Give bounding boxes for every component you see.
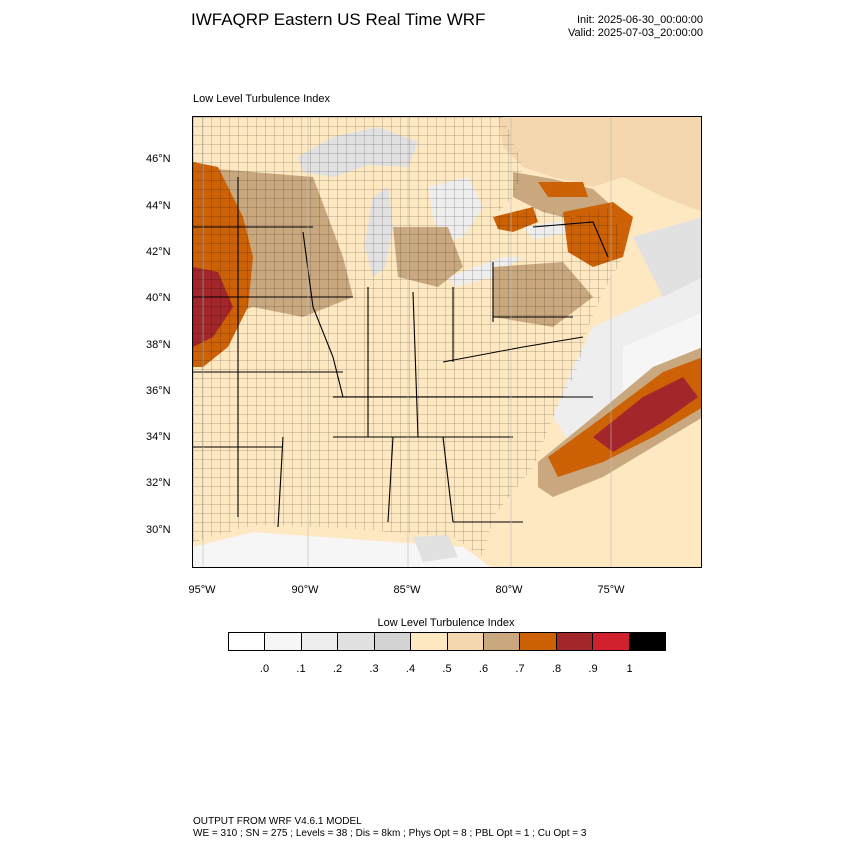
field-subtitle: Low Level Turbulence Index: [193, 93, 330, 105]
lat-label-38: 38°N: [146, 339, 171, 351]
legend-swatch: [593, 633, 630, 650]
turbulence-map: [193, 117, 701, 567]
map-frame: [192, 116, 702, 568]
legend-tick-label: .1: [296, 663, 306, 675]
legend-tick-label: .4: [405, 663, 416, 675]
init-time: Init: 2025-06-30_00:00:00: [577, 14, 703, 26]
legend-swatch: [301, 633, 339, 650]
graticule: [202, 117, 612, 567]
legend-swatch: [411, 633, 448, 650]
lon-label-85: 85°W: [393, 584, 421, 596]
lat-label-40: 40°N: [146, 292, 171, 304]
model-settings-footer: WE = 310 ; SN = 275 ; Levels = 38 ; Dis …: [193, 828, 587, 839]
legend-swatch: [229, 633, 266, 650]
lat-label-44: 44°N: [146, 200, 171, 212]
legend-tick-label: .7: [515, 663, 525, 675]
field-patch-quebec: [538, 182, 588, 197]
field-band-atlantic-core: [593, 377, 698, 452]
legend-tick-label: .5: [442, 663, 452, 675]
legend-tick-label: .9: [588, 663, 598, 675]
legend-swatch: [447, 633, 484, 650]
legend-tick-label: .8: [551, 663, 562, 675]
lat-label-36: 36°N: [146, 385, 171, 397]
legend-swatch: [629, 633, 666, 650]
lat-label-32: 32°N: [146, 477, 171, 489]
lon-label-95: 95°W: [188, 584, 216, 596]
lon-label-90: 90°W: [291, 584, 319, 596]
legend-tick-label: .6: [478, 663, 489, 675]
gulf-zone: [193, 532, 491, 567]
map-title: IWFAQRP Eastern US Real Time WRF: [191, 10, 486, 29]
legend-tick-label: .3: [369, 663, 379, 675]
lat-label-42: 42°N: [146, 246, 171, 258]
field-region-canada: [498, 117, 701, 212]
ocean-grey-ne: [633, 217, 701, 297]
legend-tick-label: .0: [259, 663, 270, 675]
legend-swatch: [556, 633, 594, 650]
valid-time: Valid: 2025-07-03_20:00:00: [568, 27, 703, 39]
legend-swatch: [483, 633, 521, 650]
legend-swatch: [374, 633, 412, 650]
lat-label-46: 46°N: [146, 153, 171, 165]
color-legend: [228, 632, 666, 651]
legend-swatch: [338, 633, 375, 650]
lat-label-34: 34°N: [146, 431, 171, 443]
legend-swatch: [265, 633, 302, 650]
gulf-grey-patch: [413, 535, 458, 562]
legend-title: Low Level Turbulence Index: [377, 617, 515, 629]
lat-label-30: 30°N: [146, 524, 171, 536]
lon-label-80: 80°W: [495, 584, 523, 596]
legend-swatch: [520, 633, 557, 650]
legend-tick-label: .2: [332, 663, 343, 675]
model-footer: OUTPUT FROM WRF V4.6.1 MODEL: [193, 816, 362, 827]
legend-tick-label: 1: [626, 663, 633, 675]
lon-label-75: 75°W: [597, 584, 625, 596]
